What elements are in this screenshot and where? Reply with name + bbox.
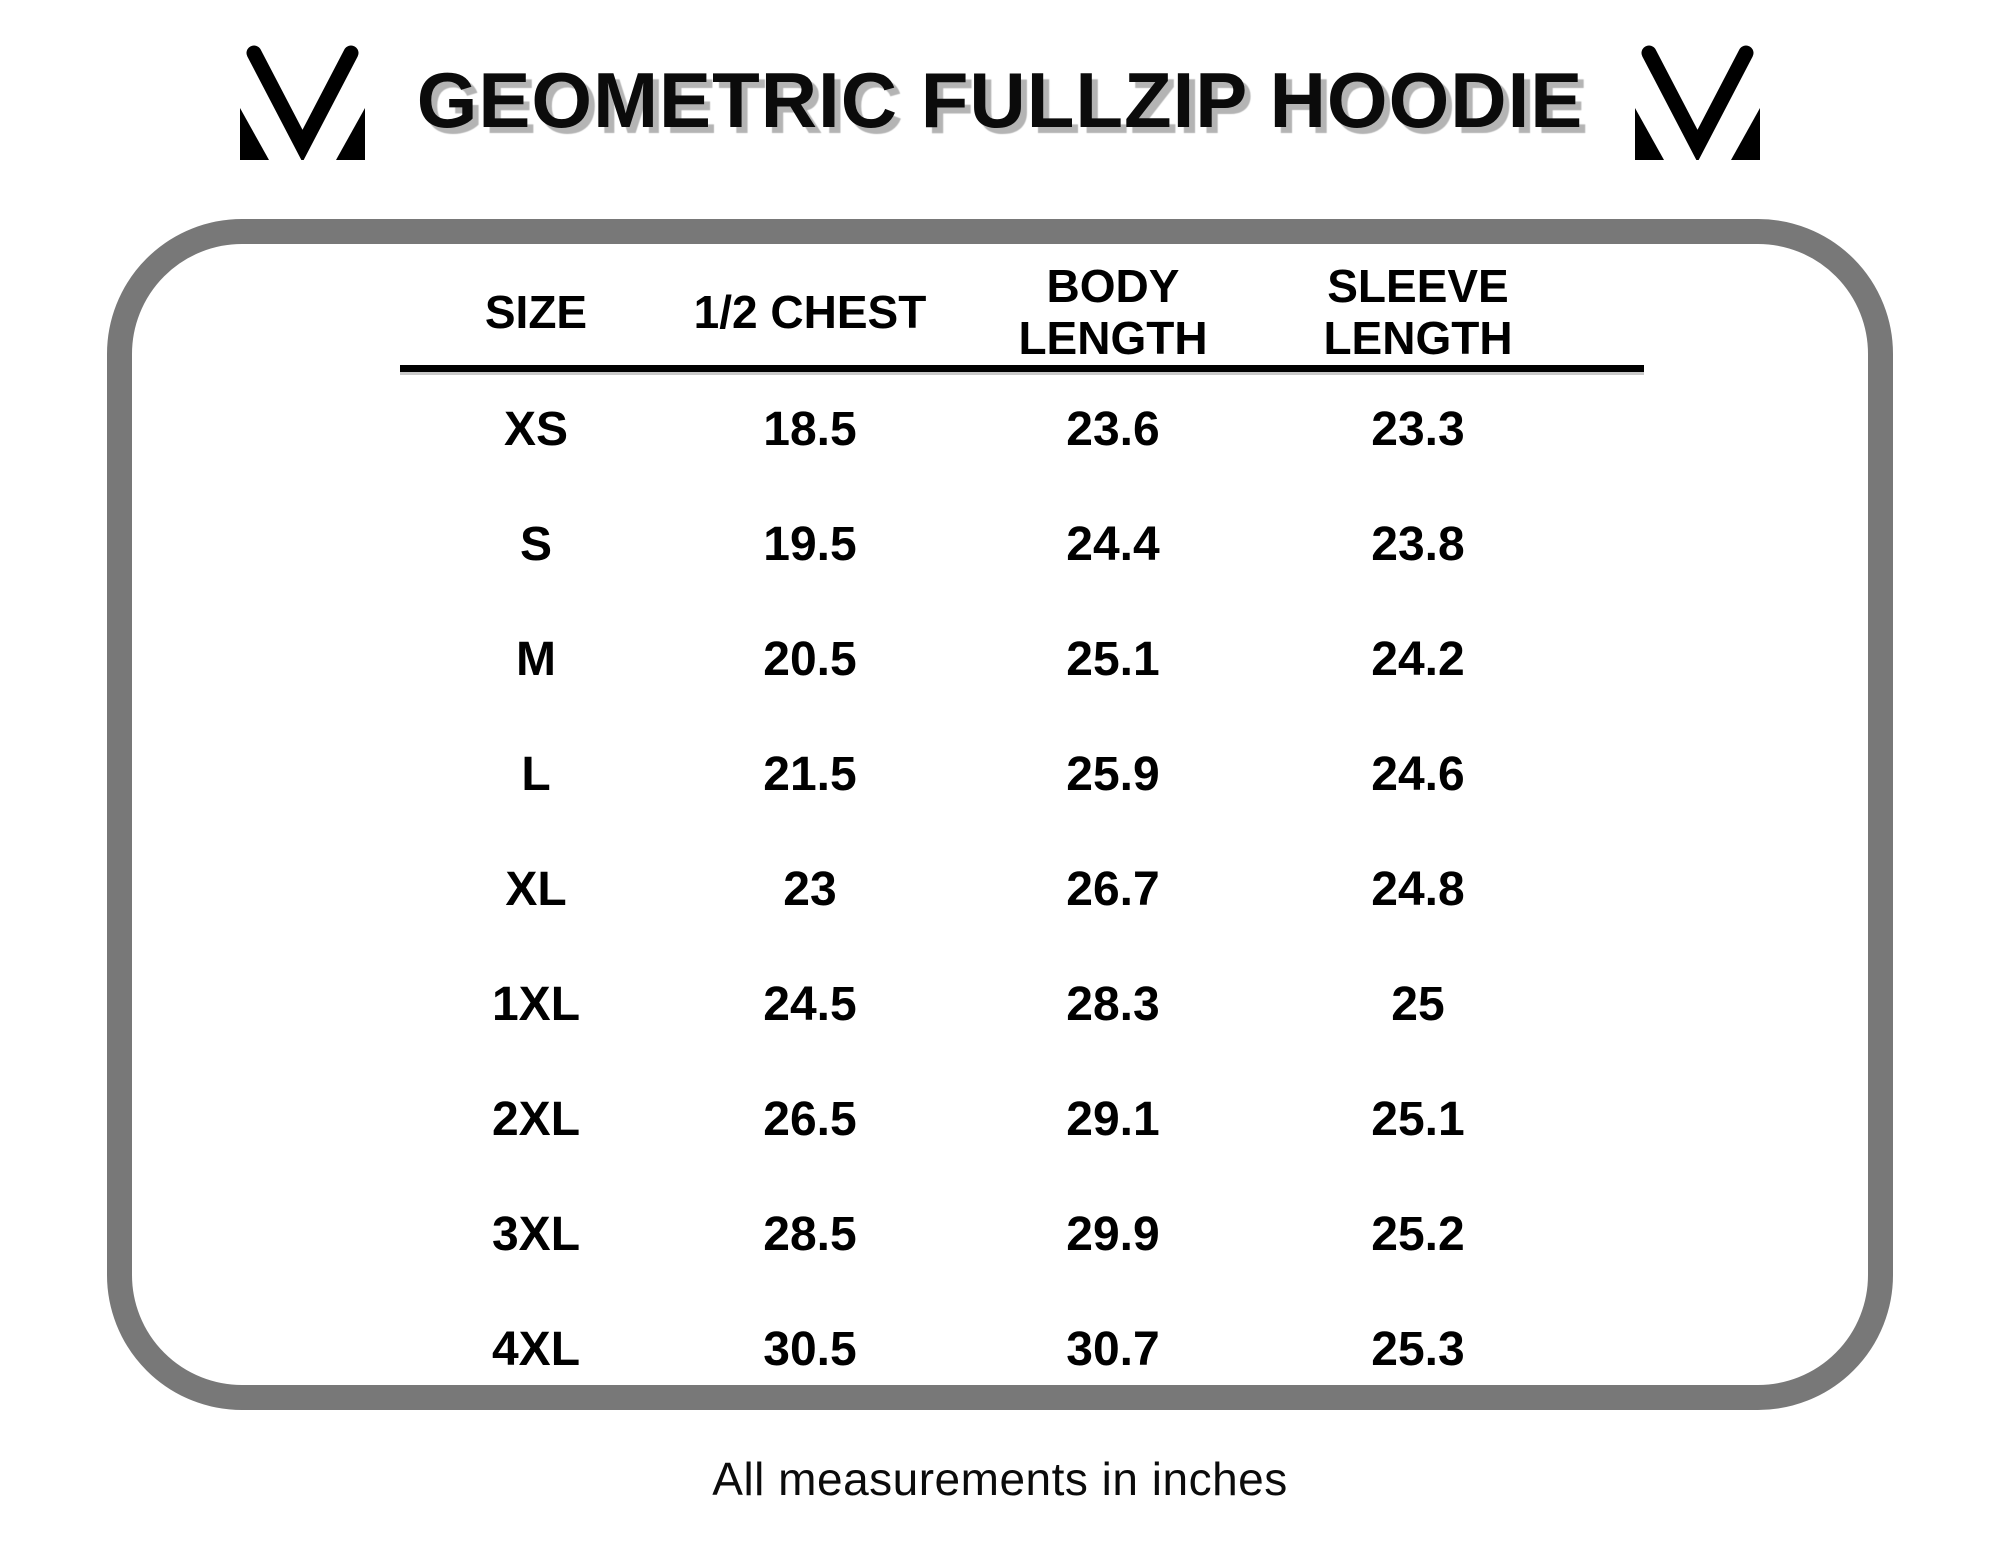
half-chest-cell: 23 (783, 862, 837, 916)
table-row: S 19.5 24.4 23.8 (400, 487, 1644, 602)
column-header-sleeve-length: SLEEVE LENGTH (1323, 259, 1513, 364)
body-length-cell: 24.4 (1066, 517, 1160, 571)
size-table: SIZE 1/2 CHEST BODY LENGTH SLEEVE LENGTH… (400, 260, 1644, 1407)
body-length-cell: 25.9 (1066, 747, 1160, 801)
half-chest-cell: 24.5 (763, 977, 857, 1031)
half-chest-cell: 19.5 (763, 517, 857, 571)
brand-header: GEOMETRIC FULLZIP HOODIE (0, 30, 2000, 170)
sleeve-length-cell: 23.8 (1371, 517, 1465, 571)
table-row: 3XL 28.5 29.9 25.2 (400, 1177, 1644, 1292)
size-cell: XL (505, 862, 567, 916)
table-row: L 21.5 25.9 24.6 (400, 717, 1644, 832)
table-row: XL 23 26.7 24.8 (400, 832, 1644, 947)
sleeve-length-cell: 25.1 (1371, 1092, 1465, 1146)
size-cell: 2XL (491, 1092, 581, 1146)
half-chest-cell: 26.5 (763, 1092, 857, 1146)
body-length-cell: 29.1 (1066, 1092, 1160, 1146)
body-length-cell: 26.7 (1066, 862, 1160, 916)
half-chest-cell: 28.5 (763, 1207, 857, 1261)
sleeve-length-cell: 24.2 (1371, 632, 1465, 686)
sleeve-length-cell: 25.2 (1371, 1207, 1465, 1261)
table-row: XS 18.5 23.6 23.3 (400, 372, 1644, 487)
sleeve-length-cell: 25 (1391, 977, 1445, 1031)
body-length-cell: 29.9 (1066, 1207, 1160, 1261)
half-chest-cell: 18.5 (763, 402, 857, 456)
size-cell: 4XL (491, 1322, 581, 1376)
brand-m-logo-icon (239, 45, 365, 160)
half-chest-cell: 21.5 (763, 747, 857, 801)
body-length-cell: 25.1 (1066, 632, 1160, 686)
column-header-half-chest: 1/2 CHEST (693, 285, 927, 338)
sleeve-length-cell: 25.3 (1371, 1322, 1465, 1376)
table-row: 4XL 30.5 30.7 25.3 (400, 1292, 1644, 1407)
column-header-body-length: BODY LENGTH (1018, 259, 1208, 364)
table-row: 2XL 26.5 29.1 25.1 (400, 1062, 1644, 1177)
table-row: 1XL 24.5 28.3 25 (400, 947, 1644, 1062)
brand-m-logo-icon (1635, 45, 1761, 160)
half-chest-cell: 30.5 (763, 1322, 857, 1376)
body-length-cell: 30.7 (1066, 1322, 1160, 1376)
half-chest-cell: 20.5 (763, 632, 857, 686)
table-row: M 20.5 25.1 24.2 (400, 602, 1644, 717)
sleeve-length-cell: 24.6 (1371, 747, 1465, 801)
body-length-cell: 23.6 (1066, 402, 1160, 456)
size-chart-panel (107, 219, 1893, 1410)
table-header-row: SIZE 1/2 CHEST BODY LENGTH SLEEVE LENGTH (400, 260, 1644, 372)
page-title: GEOMETRIC FULLZIP HOODIE (416, 56, 1584, 144)
size-cell: L (521, 747, 551, 801)
size-cell: XS (503, 402, 569, 456)
size-cell: 3XL (491, 1207, 581, 1261)
body-length-cell: 28.3 (1066, 977, 1160, 1031)
footer-note: All measurements in inches (712, 1453, 1288, 1505)
size-cell: S (519, 517, 552, 571)
sleeve-length-cell: 24.8 (1371, 862, 1465, 916)
size-cell: 1XL (491, 977, 581, 1031)
column-header-size: SIZE (484, 285, 588, 338)
sleeve-length-cell: 23.3 (1371, 402, 1465, 456)
size-cell: M (516, 632, 556, 686)
